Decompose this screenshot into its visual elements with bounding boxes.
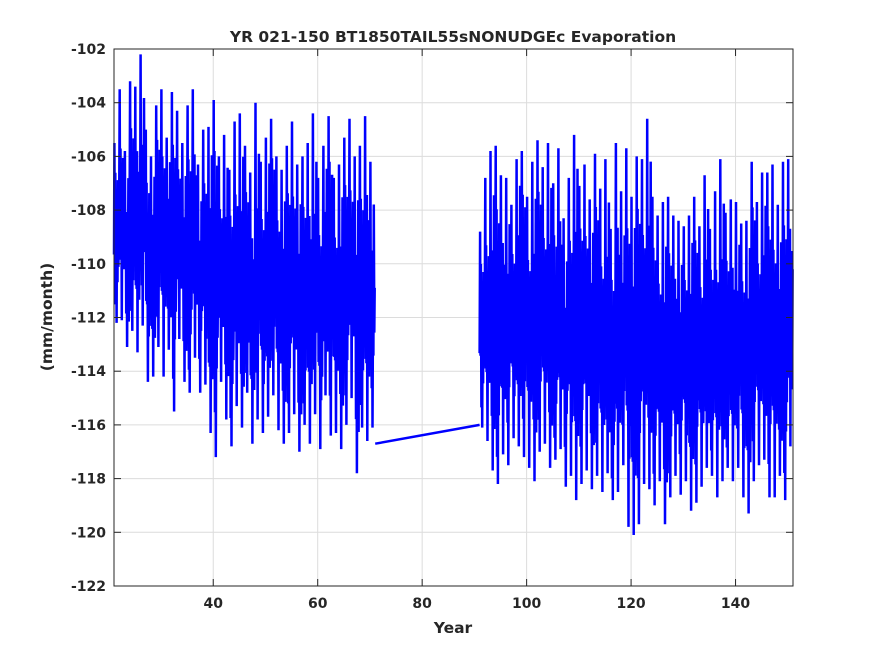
x-tick-label: 100 <box>512 596 541 612</box>
x-tick-label: 140 <box>721 596 750 612</box>
gap-line <box>375 425 479 444</box>
y-axis-label: (mm/month) <box>38 263 56 371</box>
y-tick-label: -114 <box>71 364 106 380</box>
y-tick-label: -122 <box>71 579 106 595</box>
figure: 40 60 80 100 120 140 -122 -120 -118 -116 -114 -112 -… <box>0 0 875 656</box>
chart: 40 60 80 100 120 140 -122 -120 -118 -116 -114 -112 -… <box>0 0 875 656</box>
y-tick-label: -104 <box>71 96 106 112</box>
x-tick-label: 60 <box>308 596 328 612</box>
y-tick-label: -118 <box>71 472 106 488</box>
y-tick-label: -112 <box>71 311 106 327</box>
x-tick-label: 40 <box>203 596 223 612</box>
y-tick-label: -110 <box>71 257 106 273</box>
y-tick-label: -120 <box>71 525 106 541</box>
data-line <box>114 54 375 473</box>
x-tick-label: 80 <box>412 596 432 612</box>
chart-title: YR 021-150 BT1850TAIL55sNONUDGEc Evapora… <box>229 28 676 46</box>
y-tick-label: -116 <box>71 418 106 434</box>
y-tick-label: -108 <box>71 203 106 219</box>
x-axis-label: Year <box>433 619 473 637</box>
x-tick-label: 120 <box>616 596 645 612</box>
series <box>114 54 793 535</box>
y-tick-label: -102 <box>71 42 106 58</box>
y-tick-label: -106 <box>71 149 106 165</box>
